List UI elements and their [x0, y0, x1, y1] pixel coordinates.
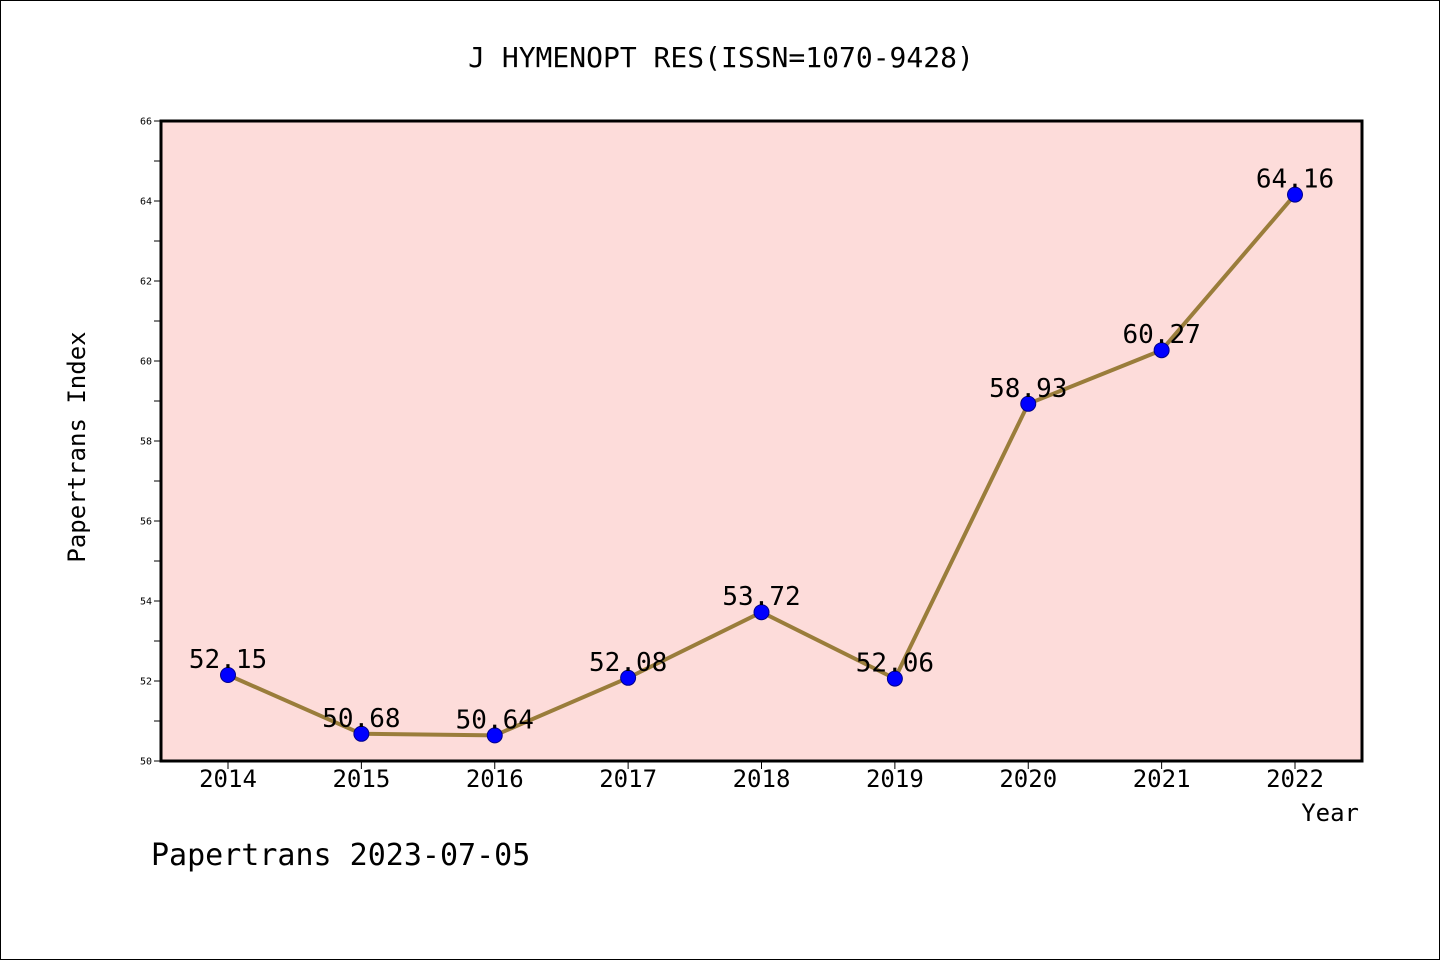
data-point-marker	[1020, 395, 1037, 412]
y-tick-label: 62	[140, 277, 152, 288]
x-tick-label: 2020	[999, 765, 1057, 793]
data-point-marker	[620, 669, 637, 686]
data-point-marker	[753, 604, 770, 621]
data-label: 52.15	[189, 645, 267, 675]
y-tick-label: 66	[140, 117, 152, 128]
data-point-marker	[1287, 186, 1303, 203]
x-axis-label: Year	[1301, 799, 1359, 827]
y-tick-label: 60	[140, 357, 152, 368]
data-label: 64.16	[1256, 165, 1334, 195]
data-point-marker	[886, 670, 903, 687]
y-tick-label: 50	[140, 757, 152, 768]
data-label: 50.64	[456, 705, 534, 735]
x-tick-label: 2019	[866, 765, 924, 793]
x-tick-label: 2017	[599, 765, 657, 793]
data-point-marker	[353, 725, 370, 742]
data-label: 60.27	[1122, 320, 1200, 350]
data-label: 52.08	[589, 648, 667, 678]
plot-background	[161, 121, 1362, 761]
y-tick-label: 58	[140, 437, 152, 448]
y-tick-label: 52	[140, 677, 152, 688]
x-tick-label: 2015	[332, 765, 390, 793]
x-tick-label: 2021	[1133, 765, 1191, 793]
data-point-marker	[1153, 342, 1170, 359]
chart-title: J HYMENOPT RES(ISSN=1070-9428)	[468, 41, 974, 74]
data-label: 58.93	[989, 374, 1067, 404]
y-tick-label: 64	[140, 197, 152, 208]
y-axis-label: Papertrans Index	[63, 331, 91, 562]
data-label: 53.72	[722, 582, 800, 612]
plot-frame	[159, 119, 1364, 763]
y-tick-label: 56	[140, 517, 152, 528]
data-point-marker	[486, 727, 503, 744]
data-label: 50.68	[322, 704, 400, 734]
footer-date-text: Papertrans 2023-07-05	[151, 838, 530, 873]
data-point-marker	[220, 667, 236, 683]
x-tick-label: 2016	[466, 765, 524, 793]
x-tick-label: 2018	[733, 765, 791, 793]
y-tick-label: 54	[140, 597, 152, 608]
data-label: 52.06	[856, 649, 934, 679]
x-tick-label: 2022	[1266, 765, 1324, 793]
x-tick-label: 2014	[199, 765, 257, 793]
